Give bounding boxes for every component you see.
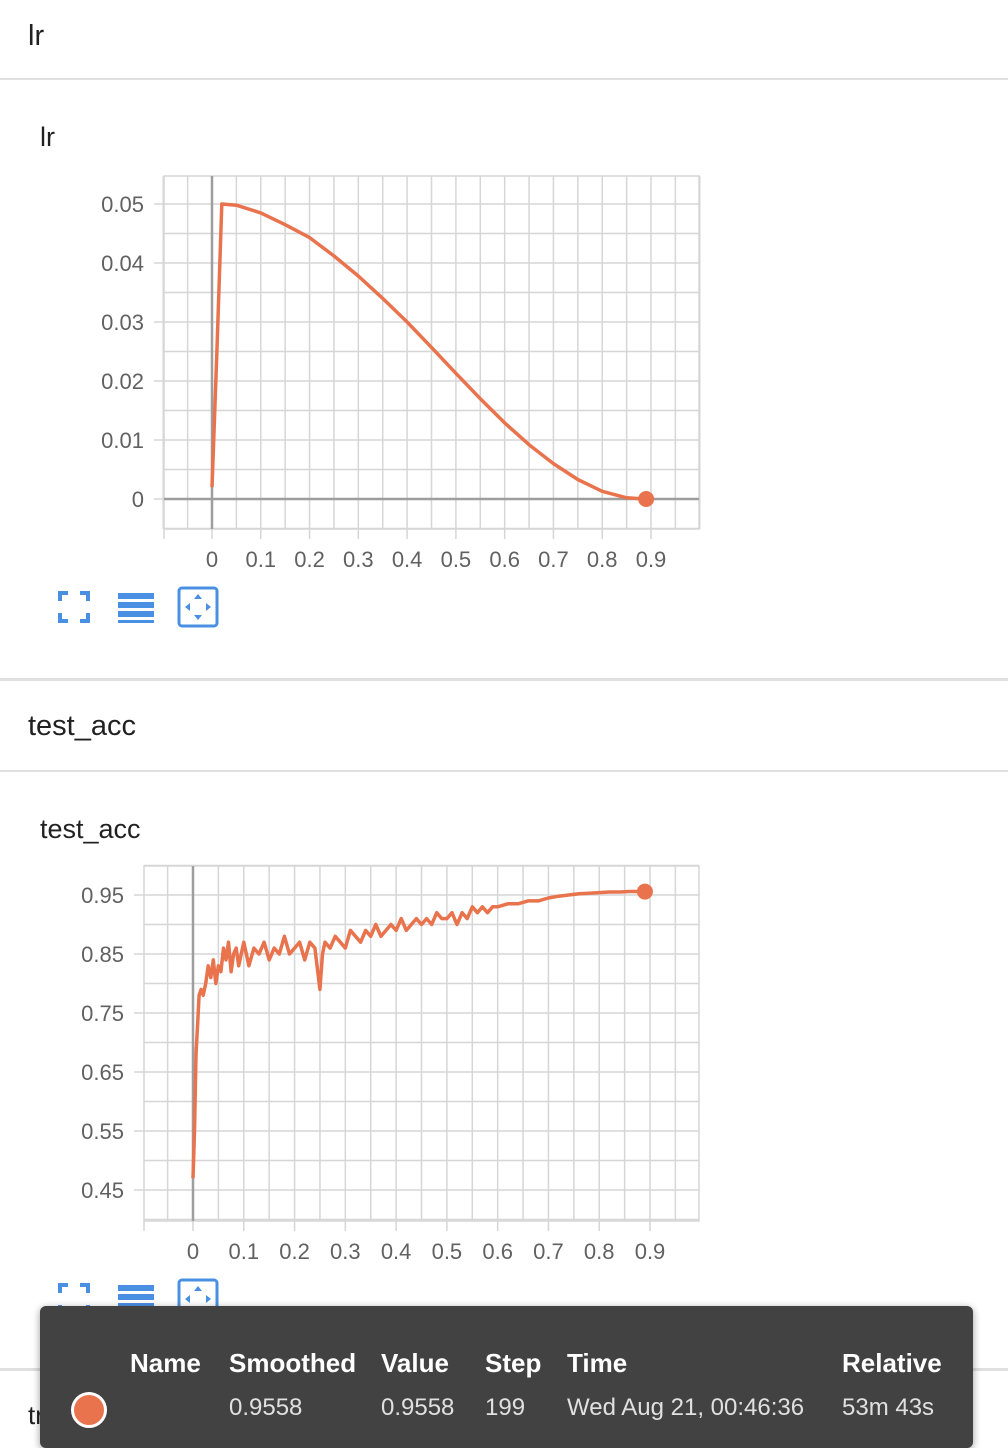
x-tick-label: 0.2 [279, 1239, 310, 1264]
x-tick-label: 0.7 [533, 1239, 564, 1264]
y-tick-label: 0.65 [81, 1060, 124, 1085]
x-tick-label: 0 [187, 1239, 199, 1264]
tooltip-time: Wed Aug 21, 00:46:36 [567, 1394, 805, 1421]
tooltip-header-value: Value [381, 1348, 449, 1378]
x-tick-label: 0.4 [381, 1239, 412, 1264]
series-swatch [71, 1392, 107, 1428]
section-title: lr [28, 20, 45, 52]
chart-title: lr [40, 122, 55, 152]
x-tick-label: 0.1 [245, 547, 276, 572]
x-tick-label: 0.8 [584, 1239, 615, 1264]
tooltip-smoothed: 0.9558 [229, 1394, 303, 1421]
x-tick-label: 0.6 [482, 1239, 513, 1264]
grid [144, 864, 699, 1221]
x-tick-label: 0.6 [489, 547, 520, 572]
fullscreen-icon[interactable] [52, 585, 96, 629]
y-tick-label: 0.75 [81, 1001, 124, 1026]
chart-toolbar [50, 585, 230, 629]
plot-frame [163, 175, 700, 530]
tooltip-header-time: Time [567, 1348, 628, 1378]
x-tick-label: 0.8 [587, 547, 618, 572]
y-tick-label: 0.55 [81, 1119, 124, 1144]
section-header-lr[interactable]: lr [0, 0, 1008, 80]
x-tick-label: 0.3 [330, 1239, 361, 1264]
series-line [210, 202, 647, 501]
test-acc-chart[interactable]: 0 0.1 0.2 0.3 0.4 0.5 0.6 0.7 0.8 0.9 0.45 0.55 0.65… [0, 0, 1008, 1300]
y-tick-label: 0.04 [101, 251, 144, 276]
tooltip-header-name: Name [130, 1348, 201, 1378]
plot-frame [143, 865, 700, 1222]
x-tick-label: 0.2 [294, 547, 325, 572]
last-point-marker[interactable] [638, 491, 655, 507]
chart-title: test_acc [40, 814, 141, 844]
x-tick-label: 0.9 [635, 1239, 666, 1264]
tooltip-value: 0.9558 [381, 1394, 455, 1421]
tooltip-step: 199 [485, 1394, 526, 1421]
card-separator [0, 678, 1008, 681]
fullscreen-icon[interactable] [52, 1277, 96, 1321]
x-tick-label: 0.5 [441, 547, 472, 572]
lr-chart[interactable]: 0 0.1 0.2 0.3 0.4 0.5 0.6 0.7 0.8 0.9 0 0.01 0.02 0.0… [0, 0, 1008, 600]
tooltip-header-relative: Relative [842, 1348, 942, 1378]
y-tick-label: 0.01 [101, 428, 144, 453]
y-tick-label: 0.05 [101, 192, 144, 217]
x-tick-label: 0 [206, 547, 218, 572]
chart-tooltip: Name Smoothed Value Step Time Relative 0… [40, 1306, 973, 1448]
last-point-marker[interactable] [636, 883, 653, 900]
x-tick-label: 0.1 [228, 1239, 259, 1264]
x-tick-label: 0.5 [432, 1239, 463, 1264]
x-tick-label: 0.4 [392, 547, 423, 572]
data-table-icon[interactable] [114, 585, 158, 629]
y-tick-label: 0.85 [81, 942, 124, 967]
section-header-test-acc[interactable]: test_acc [0, 692, 1008, 772]
tooltip-header-step: Step [485, 1348, 542, 1378]
x-tick-label: 0.3 [343, 547, 374, 572]
tooltip-header-smoothed: Smoothed [229, 1348, 357, 1378]
tooltip-relative: 53m 43s [842, 1394, 935, 1421]
y-tick-label: 0.02 [101, 369, 144, 394]
y-tick-label: 0.45 [81, 1178, 124, 1203]
section-title: test_acc [28, 710, 136, 742]
y-tick-label: 0 [132, 487, 144, 512]
series-line [191, 889, 645, 1179]
y-tick-label: 0.95 [81, 883, 124, 908]
x-tick-label: 0.7 [538, 547, 569, 572]
y-tick-label: 0.03 [101, 310, 144, 335]
fit-domain-icon[interactable] [176, 585, 220, 629]
x-tick-label: 0.9 [636, 547, 667, 572]
